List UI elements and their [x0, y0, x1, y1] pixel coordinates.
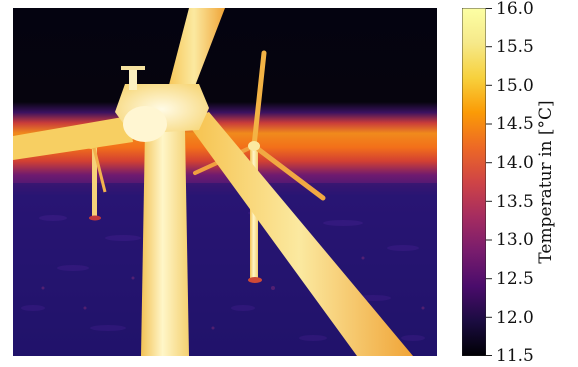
tick-label-11-5: 11.5: [496, 348, 534, 365]
tick-label-14-0: 14.0: [496, 155, 534, 172]
tick-label-13-5: 13.5: [496, 194, 534, 211]
tick-label-13-0: 13.0: [496, 232, 534, 249]
tick-label-15-0: 15.0: [496, 78, 534, 95]
colorbar: [462, 8, 486, 356]
tick-label-16-0: 16.0: [496, 1, 534, 18]
colorbar-ticks: [486, 8, 494, 356]
tick-label-12-0: 12.0: [496, 310, 534, 327]
thermal-image: [13, 8, 437, 356]
colorbar-title: Temperatur in [°C]: [536, 100, 556, 263]
tick-label-15-5: 15.5: [496, 39, 534, 56]
tick-label-14-5: 14.5: [496, 116, 534, 133]
tick-label-12-5: 12.5: [496, 271, 534, 288]
